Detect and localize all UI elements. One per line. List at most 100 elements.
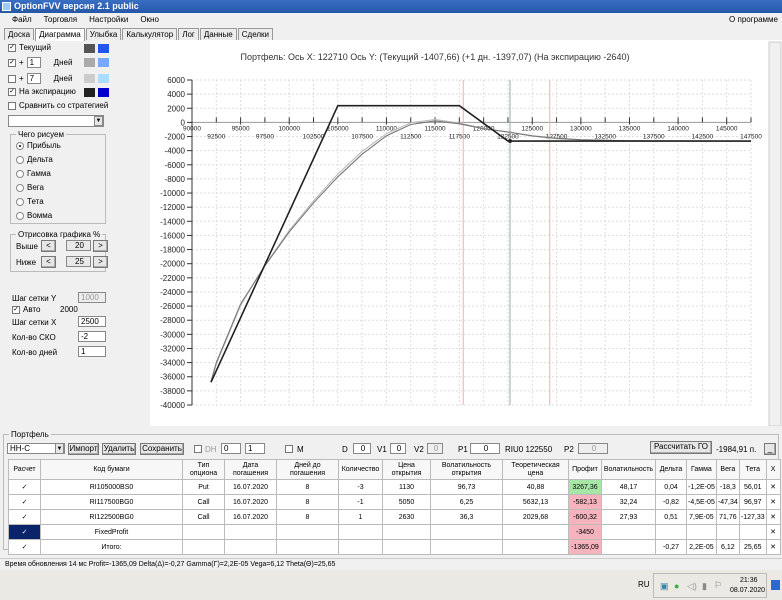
chevron-down-icon[interactable]: ▼ xyxy=(55,443,64,454)
clock-time[interactable]: 21:36 xyxy=(740,577,758,584)
dh-spinner-2[interactable]: 1 xyxy=(245,443,265,454)
profit-chart[interactable]: 6000 4000 2000 0 -2000 -4000 -6000 -8000 -10000 -… xyxy=(150,40,782,426)
volume-icon[interactable]: ◁) xyxy=(687,581,697,591)
flag-icon[interactable]: ⚐ xyxy=(714,580,723,590)
radio-button[interactable] xyxy=(16,211,24,220)
minimize-button[interactable]: _ xyxy=(764,443,776,455)
series-checkbox[interactable]: ✓ xyxy=(8,58,16,67)
grid-y-input[interactable]: 1000 xyxy=(78,292,106,303)
grid-x-input[interactable]: 2500 xyxy=(78,316,106,327)
above-input[interactable]: 20 xyxy=(66,240,91,251)
security-icon[interactable]: ● xyxy=(674,581,680,591)
draw-option[interactable]: Вега xyxy=(16,183,44,192)
portfolio-select[interactable]: НН-С xyxy=(7,443,65,454)
color-swatch[interactable] xyxy=(84,88,95,97)
table-row[interactable]: ✓ FixedProfit -3450 ✕ xyxy=(8,524,781,540)
clock-date[interactable]: 08.07.2020 xyxy=(730,587,766,594)
tab-4[interactable]: Лог xyxy=(178,28,199,40)
table-row[interactable]: ✓ RI105000BS0 Put 16.07.2020 8 -3 1130 96,73 40,… xyxy=(8,479,781,495)
draw-option[interactable]: Тета xyxy=(16,197,44,206)
column-header[interactable]: Цена открытия xyxy=(382,459,431,480)
column-header[interactable]: Волатильность xyxy=(601,459,656,480)
network-icon[interactable]: ▣ xyxy=(660,581,669,591)
tab-2[interactable]: Улыбка xyxy=(85,28,122,40)
column-header[interactable]: Расчет xyxy=(8,459,41,480)
column-header[interactable]: Дельта xyxy=(655,459,687,480)
calculate-go-button[interactable]: Рассчитать ГО xyxy=(650,441,712,454)
color-swatch[interactable] xyxy=(98,44,109,53)
column-header[interactable]: Код бумаги xyxy=(40,459,183,480)
column-header[interactable]: Волатильность открытия xyxy=(430,459,503,480)
tab-5[interactable]: Данные xyxy=(199,28,237,40)
menu-window[interactable]: Окно xyxy=(140,15,159,24)
column-header[interactable]: Дата погашения xyxy=(224,459,277,480)
series-checkbox[interactable]: ✓ xyxy=(8,87,16,96)
days-input[interactable]: 7 xyxy=(26,73,41,84)
above-increase-button[interactable]: > xyxy=(93,240,108,252)
color-swatch[interactable] xyxy=(84,58,95,67)
column-header[interactable]: Профит xyxy=(568,459,602,480)
series-checkbox[interactable]: ✓ xyxy=(8,43,16,52)
remove-row-button[interactable]: ✕ xyxy=(765,494,781,510)
column-header[interactable]: X xyxy=(765,459,781,480)
draw-option[interactable]: Прибыль xyxy=(16,141,61,150)
language-indicator[interactable]: RU xyxy=(638,580,650,589)
tab-3[interactable]: Калькулятор xyxy=(122,28,178,40)
below-decrease-button[interactable]: < xyxy=(41,256,56,268)
m-checkbox[interactable] xyxy=(285,445,293,453)
p2-input[interactable]: 0 xyxy=(578,443,608,454)
color-swatch[interactable] xyxy=(84,44,95,53)
chevron-down-icon[interactable]: ▼ xyxy=(94,116,103,126)
column-header[interactable]: Тип опциона xyxy=(182,459,225,480)
draw-option[interactable]: Гамма xyxy=(16,169,51,178)
power-icon[interactable]: ▮ xyxy=(702,581,707,591)
calc-checkbox[interactable]: ✓ xyxy=(8,509,41,525)
menu-file[interactable]: Файл xyxy=(12,15,32,24)
auto-checkbox[interactable]: ✓ xyxy=(12,305,20,314)
radio-button[interactable] xyxy=(16,141,24,150)
v2-input[interactable]: 0 xyxy=(427,443,443,454)
radio-button[interactable] xyxy=(16,197,24,206)
remove-row-button[interactable]: ✕ xyxy=(765,524,781,540)
below-increase-button[interactable]: > xyxy=(93,256,108,268)
menu-settings[interactable]: Настройки xyxy=(89,15,129,24)
calc-checkbox[interactable]: ✓ xyxy=(8,524,41,540)
vertical-scrollbar[interactable] xyxy=(768,41,782,426)
color-swatch[interactable] xyxy=(98,74,109,83)
radio-button[interactable] xyxy=(16,155,24,164)
color-swatch[interactable] xyxy=(98,88,109,97)
strategy-dropdown[interactable] xyxy=(8,115,104,127)
sko-input[interactable]: -2 xyxy=(78,331,106,342)
dh-spinner-1[interactable]: 0 xyxy=(221,443,241,454)
series-checkbox[interactable] xyxy=(8,74,16,83)
menu-about[interactable]: О программе xyxy=(729,15,778,24)
v1-input[interactable]: 0 xyxy=(390,443,406,454)
delete-button[interactable]: Удалить xyxy=(102,443,136,455)
column-header[interactable]: Дней до погашения xyxy=(276,459,339,480)
table-row[interactable]: ✓ Итого: -1365,09 -0,27 2,2E-05 6,12 25,65 ✕ xyxy=(8,539,781,555)
remove-row-button[interactable]: ✕ xyxy=(765,479,781,495)
color-swatch[interactable] xyxy=(84,74,95,83)
column-header[interactable]: Гамма xyxy=(686,459,717,480)
days-input[interactable]: 1 xyxy=(78,346,106,357)
show-desktop-button[interactable] xyxy=(771,580,780,590)
column-header[interactable]: Вега xyxy=(715,459,740,480)
tab-0[interactable]: Доска xyxy=(4,28,35,40)
tab-1[interactable]: Диаграмма xyxy=(35,28,85,41)
dh-checkbox[interactable] xyxy=(194,445,202,453)
tab-6[interactable]: Сделки xyxy=(237,28,274,40)
remove-row-button[interactable]: ✕ xyxy=(765,539,781,555)
days-input[interactable]: 1 xyxy=(26,57,41,68)
table-row[interactable]: ✓ RI122500BG0 Call 16.07.2020 8 1 2630 36,3 2029… xyxy=(8,509,781,525)
radio-button[interactable] xyxy=(16,169,24,178)
column-header[interactable]: Тета xyxy=(738,459,767,480)
color-swatch[interactable] xyxy=(98,58,109,67)
column-header[interactable]: Количество xyxy=(338,459,383,480)
calc-checkbox[interactable]: ✓ xyxy=(8,494,41,510)
radio-button[interactable] xyxy=(16,183,24,192)
menu-trading[interactable]: Торговля xyxy=(43,15,78,24)
draw-option[interactable]: Вомма xyxy=(16,211,52,220)
calc-checkbox[interactable]: ✓ xyxy=(8,479,41,495)
save-button[interactable]: Сохранить xyxy=(140,443,184,455)
calc-checkbox[interactable]: ✓ xyxy=(8,539,41,555)
